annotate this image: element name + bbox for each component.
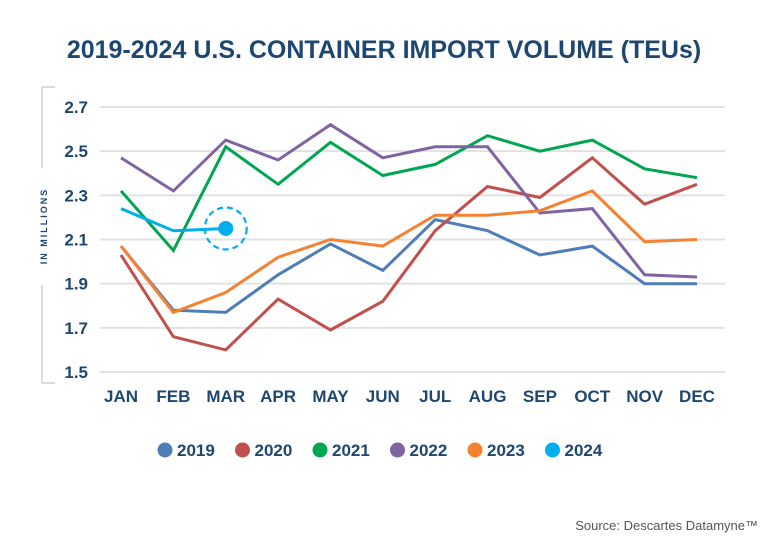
legend: 2019 2020 2021 2022 2023 2024 (157, 441, 603, 460)
y-tick-labels: 2.7 2.5 2.3 2.1 1.9 1.7 1.5 (64, 98, 88, 382)
y-tick-label: 2.5 (64, 142, 88, 161)
highlight-ring-2024 (203, 206, 248, 251)
series-line-2022 (120, 122, 698, 279)
legend-label: 2020 (255, 441, 293, 460)
legend-swatch (545, 442, 560, 458)
legend-label: 2021 (332, 441, 370, 460)
x-tick-labels: JAN FEB MAR APR MAY JUN JUL AUG SEP OCT NOV DEC (104, 387, 715, 406)
legend-item-2023: 2023 (467, 441, 525, 460)
series-line-2019 (119, 217, 697, 314)
chart-title: 2019-2024 U.S. CONTAINER IMPORT VOLUME (… (67, 36, 701, 64)
series-line-2023 (119, 189, 698, 315)
y-axis-label: IN MILLIONS (39, 188, 49, 265)
legend-swatch (390, 442, 405, 458)
legend-item-2021: 2021 (312, 441, 370, 460)
x-tick-label: SEP (523, 387, 557, 406)
x-tick-label: JAN (104, 387, 138, 406)
y-tick-label: 1.7 (64, 319, 88, 338)
x-tick-label: DEC (679, 387, 715, 406)
legend-swatch (235, 442, 250, 458)
series-lines (119, 122, 698, 352)
legend-swatch (312, 442, 328, 458)
x-tick-label: NOV (626, 387, 664, 406)
gridlines (100, 106, 725, 373)
y-tick-label: 1.9 (64, 275, 88, 294)
x-tick-label: JUL (419, 387, 451, 406)
legend-item-2020: 2020 (235, 441, 292, 460)
series-line-2020 (119, 155, 698, 352)
x-tick-label: FEB (156, 387, 190, 406)
y-tick-label: 2.7 (64, 98, 88, 117)
legend-item-2019: 2019 (157, 441, 215, 460)
y-tick-label: 2.3 (64, 186, 88, 205)
x-tick-label: OCT (574, 387, 611, 406)
y-axis-bracket (41, 86, 55, 384)
source-note: Source: Descartes Datamyne™ (575, 518, 758, 533)
series-line-2024 (120, 207, 226, 233)
legend-item-2022: 2022 (390, 441, 447, 460)
x-tick-label: JUN (366, 387, 400, 406)
legend-swatch (157, 442, 173, 458)
x-tick-label: AUG (469, 387, 507, 406)
x-tick-label: MAY (312, 387, 349, 406)
y-tick-label: 1.5 (64, 363, 88, 382)
x-tick-label: APR (260, 387, 296, 406)
legend-swatch (467, 442, 483, 458)
series-line-2021 (119, 134, 698, 254)
legend-label: 2019 (177, 441, 215, 460)
x-tick-label: MAR (206, 387, 245, 406)
highlight-point-2024 (218, 220, 234, 236)
legend-label: 2023 (487, 441, 525, 460)
legend-item-2024: 2024 (545, 441, 603, 460)
y-tick-label: 2.1 (64, 231, 88, 250)
legend-label: 2022 (410, 441, 448, 460)
legend-label: 2024 (565, 441, 603, 460)
